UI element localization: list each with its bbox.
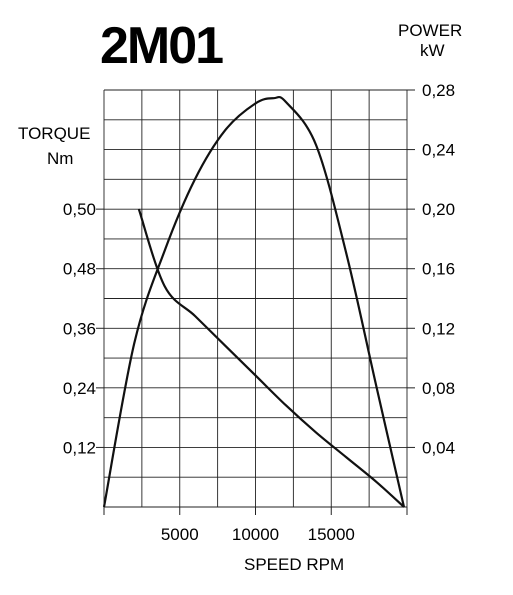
power-curve [102, 95, 406, 508]
x-tick-label: 5000 [161, 525, 199, 544]
left-axis-label-line1: TORQUE [18, 124, 90, 143]
series-curves [102, 95, 406, 508]
right-tick-label: 0,16 [422, 260, 455, 279]
right-tick-label: 0,08 [422, 379, 455, 398]
right-tick-label: 0,04 [422, 438, 455, 457]
right-y-ticks: 0,04 0,08 0,12 0,16 0,20 0,24 0,28 [407, 81, 455, 457]
left-tick-label: 0,24 [63, 379, 96, 398]
chart-title: 2M01 [100, 17, 223, 75]
x-axis-label: SPEED RPM [244, 555, 344, 574]
left-y-ticks: 0,12 0,24 0,36 0,48 0,50 [63, 200, 104, 457]
right-tick-label: 0,28 [422, 81, 455, 100]
x-tick-label: 10000 [232, 525, 279, 544]
right-tick-label: 0,12 [422, 319, 455, 338]
left-tick-label: 0,12 [63, 438, 96, 457]
left-tick-label: 0,50 [63, 200, 96, 219]
right-tick-label: 0,20 [422, 200, 455, 219]
right-axis-label-line1: POWER [398, 21, 462, 40]
x-tick-label: 15000 [308, 525, 355, 544]
grid [103, 89, 408, 515]
left-tick-label: 0,36 [63, 319, 96, 338]
torque-curve [137, 208, 405, 508]
x-ticks: 5000 10000 15000 [161, 525, 355, 544]
right-axis-label-line2: kW [420, 41, 445, 60]
right-tick-label: 0,24 [422, 141, 455, 160]
left-axis-label-line2: Nm [47, 149, 73, 168]
left-tick-label: 0,48 [63, 260, 96, 279]
